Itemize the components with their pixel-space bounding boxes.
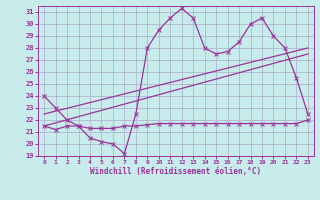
X-axis label: Windchill (Refroidissement éolien,°C): Windchill (Refroidissement éolien,°C) <box>91 167 261 176</box>
